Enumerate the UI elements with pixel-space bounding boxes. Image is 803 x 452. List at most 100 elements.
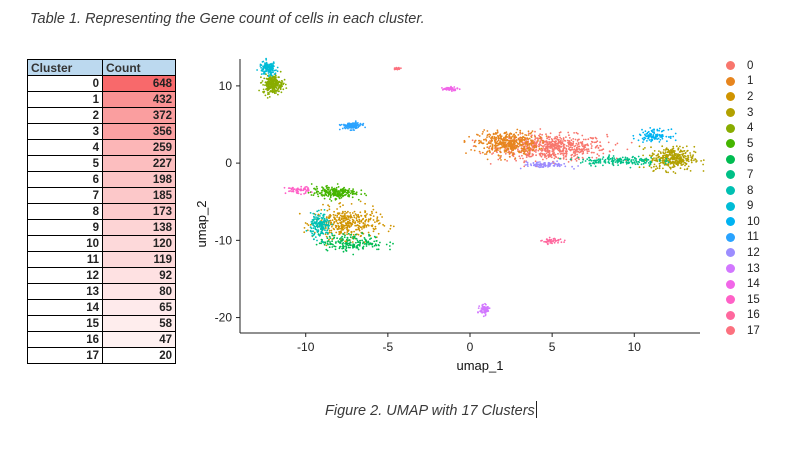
data-point: [662, 129, 665, 132]
data-point: [341, 188, 344, 191]
cluster-14-points: [441, 85, 461, 92]
data-point: [465, 152, 467, 154]
data-point: [389, 248, 391, 251]
data-point: [571, 165, 573, 168]
data-point: [657, 155, 660, 158]
data-point: [268, 96, 271, 98]
legend-item: 15: [726, 292, 760, 308]
data-point: [483, 312, 486, 314]
data-point: [268, 77, 271, 79]
data-point: [655, 154, 658, 157]
cluster-id-cell: 2: [27, 107, 103, 124]
data-point: [644, 134, 647, 137]
data-point: [375, 211, 378, 214]
data-point: [515, 139, 518, 141]
data-point: [463, 141, 466, 143]
data-point: [487, 306, 489, 308]
data-point: [544, 148, 547, 150]
data-point: [303, 231, 306, 234]
data-point: [534, 160, 537, 163]
legend-color-dot: [726, 217, 735, 227]
data-point: [519, 129, 522, 132]
data-point: [672, 150, 674, 153]
legend-item: 17: [726, 323, 760, 339]
data-point: [329, 213, 331, 216]
data-point: [351, 196, 354, 199]
data-point: [652, 131, 654, 133]
data-point: [496, 151, 498, 154]
data-point: [342, 250, 345, 253]
count-cell: 372: [102, 107, 176, 124]
data-point: [336, 192, 339, 194]
data-point: [349, 216, 352, 219]
data-point: [658, 127, 661, 130]
data-point: [597, 160, 600, 162]
count-cell: 227: [102, 155, 176, 172]
data-point: [351, 223, 354, 226]
data-point: [690, 159, 693, 162]
data-point: [520, 147, 523, 149]
y-tick-label: 0: [225, 156, 232, 170]
cluster-legend: 0 1 2 3 4 5 6 7 8 9 10 11 12 13 14 15 16 17: [726, 58, 760, 339]
data-point: [576, 157, 578, 160]
data-point: [544, 143, 547, 146]
legend-label: 17: [747, 324, 760, 337]
data-point: [344, 219, 346, 222]
data-point: [518, 141, 521, 143]
data-point: [491, 145, 494, 148]
data-point: [314, 213, 317, 216]
data-point: [262, 88, 265, 91]
legend-color-dot: [726, 279, 735, 289]
data-point: [575, 160, 578, 162]
data-point: [329, 219, 332, 222]
data-point: [637, 139, 640, 142]
data-point: [669, 161, 672, 163]
data-point: [263, 64, 266, 66]
data-point: [625, 161, 628, 163]
data-point: [636, 163, 639, 165]
data-point: [473, 141, 476, 144]
data-point: [596, 153, 599, 156]
data-point: [266, 78, 268, 80]
data-point: [383, 225, 386, 227]
data-point: [666, 163, 669, 166]
data-point: [486, 146, 489, 149]
data-point: [256, 69, 258, 71]
data-point: [501, 139, 504, 142]
legend-item: 1: [726, 74, 760, 90]
cluster-8-points: [305, 209, 333, 244]
data-point: [331, 193, 334, 196]
data-point: [564, 155, 567, 158]
data-point: [594, 159, 596, 162]
data-point: [626, 157, 629, 159]
data-point: [565, 154, 568, 156]
data-point: [394, 68, 397, 71]
data-point: [551, 162, 553, 164]
data-point: [362, 225, 365, 228]
data-point: [478, 139, 480, 142]
data-point: [311, 235, 314, 237]
data-point: [601, 148, 604, 151]
data-point: [540, 144, 543, 147]
data-point: [289, 190, 292, 192]
data-point: [329, 189, 332, 192]
data-point: [325, 235, 328, 238]
data-point: [334, 245, 337, 248]
data-point: [362, 242, 364, 245]
data-point: [525, 156, 528, 158]
data-point: [345, 126, 348, 129]
data-point: [678, 160, 681, 163]
data-point: [582, 152, 585, 155]
legend-color-dot: [726, 295, 735, 305]
data-point: [611, 158, 614, 161]
data-point: [589, 136, 592, 139]
data-point: [508, 145, 511, 148]
data-point: [352, 233, 355, 236]
data-point: [681, 153, 684, 156]
data-point: [282, 88, 285, 91]
data-point: [570, 154, 573, 157]
data-point: [562, 157, 565, 160]
data-point: [530, 136, 533, 138]
data-point: [348, 194, 351, 197]
data-point: [331, 219, 334, 222]
